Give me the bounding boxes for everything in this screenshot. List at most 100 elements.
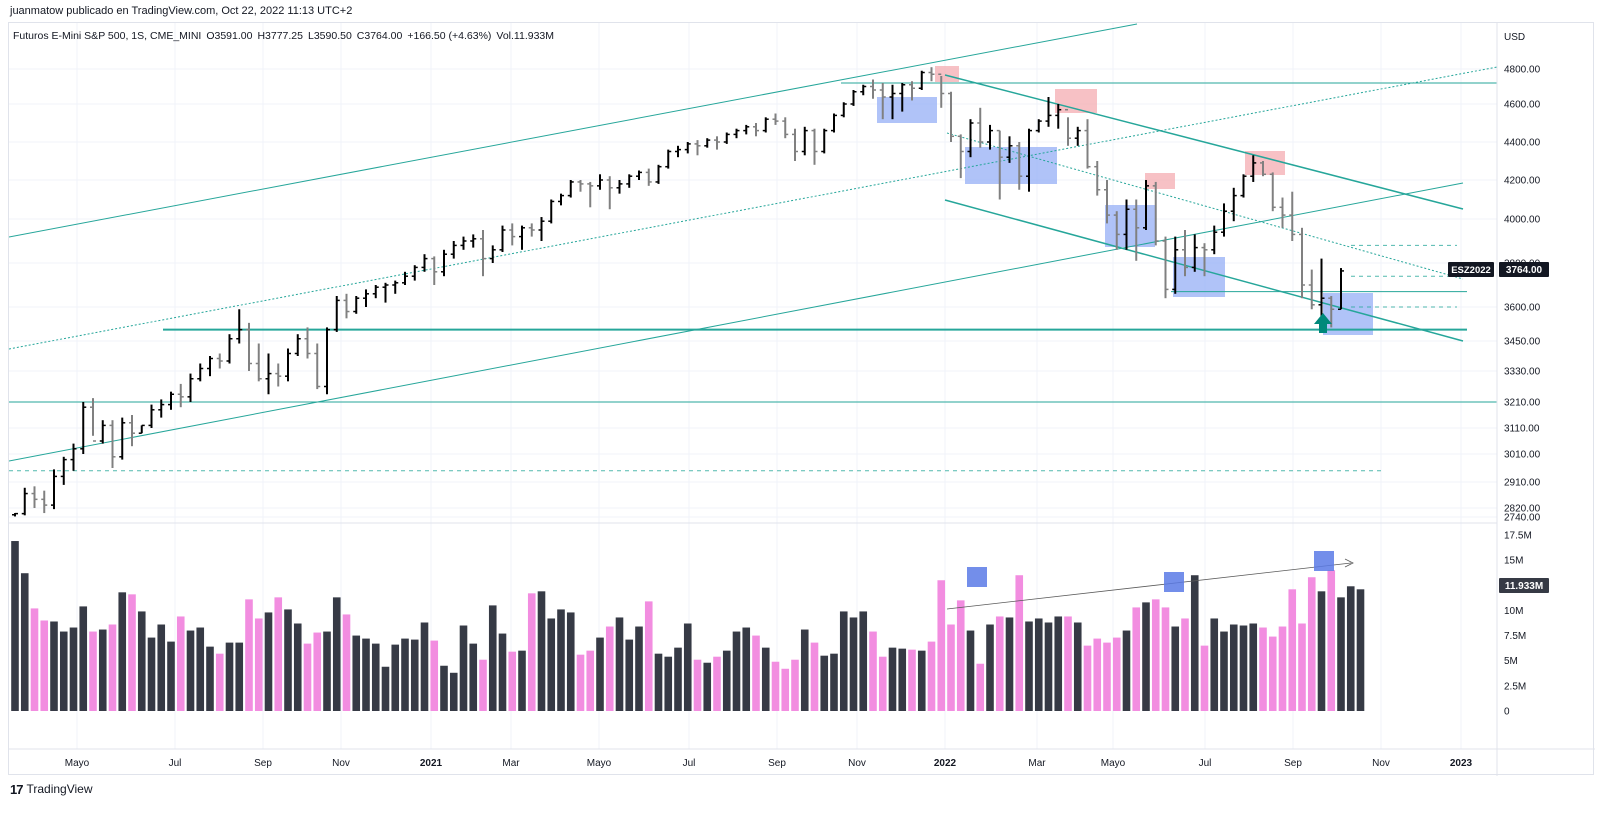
price-bar (207, 356, 213, 377)
volume-bar (625, 639, 634, 711)
price-bar (216, 353, 223, 369)
volume-tick-label: 5M (1504, 656, 1518, 667)
last-price-badge: 3764.00 (1499, 262, 1549, 277)
volume-bar (196, 627, 205, 711)
price-bar (987, 124, 993, 150)
volume-bar (449, 672, 458, 711)
volume-bar (342, 614, 351, 711)
last-volume-badge: 11.933M (1499, 578, 1549, 593)
volume-bar (1132, 607, 1141, 711)
footer: 17 TradingView (10, 781, 93, 797)
volume-bar (352, 635, 361, 711)
volume-bar (401, 638, 409, 711)
price-bar (314, 343, 321, 390)
price-bar (704, 138, 711, 148)
volume-bar (284, 609, 292, 711)
volume-bar (206, 646, 214, 711)
price-bar (1026, 128, 1032, 192)
price-bar (187, 373, 194, 402)
price-bar (967, 119, 974, 158)
volume-bar (1190, 575, 1199, 711)
price-tick-label: 4800.00 (1504, 65, 1541, 76)
price-bar (1260, 161, 1266, 177)
volume-bar (1278, 626, 1287, 711)
price-bar (1299, 227, 1305, 299)
price-bar (645, 168, 652, 186)
price-bar (363, 289, 369, 307)
price-axis[interactable]: 4800.004600.004400.004200.004000.003800.… (1504, 65, 1541, 524)
volume-bar (527, 593, 536, 711)
volume-bar (557, 609, 565, 711)
volume-bar (713, 656, 721, 711)
volume-bar (615, 617, 624, 711)
volume-bar (508, 651, 517, 711)
price-bar (899, 83, 906, 112)
price-bar (1104, 180, 1110, 224)
price-bar (1328, 296, 1335, 328)
volume-bar (479, 659, 487, 711)
volume-bar (1093, 638, 1102, 711)
price-bar (441, 249, 447, 277)
price-bar (460, 236, 467, 250)
volume-bar (518, 650, 526, 711)
volume-bar (791, 659, 799, 711)
volume-bar (40, 620, 49, 711)
volume-bar (1268, 636, 1277, 711)
volume-bar (917, 650, 926, 711)
last-price-text: 3764.00 (1506, 265, 1543, 276)
legend-symbol: Futuros E-Mini S&P 500 (13, 30, 126, 42)
published-line: juanmatow publicado en TradingView.com, … (10, 5, 353, 17)
volume-bar (674, 647, 682, 711)
legend-interval: 1S (131, 30, 144, 42)
volume-bar (1083, 645, 1092, 711)
volume-bar (176, 616, 185, 711)
volume-bar (937, 580, 946, 711)
volume-bar (576, 654, 585, 711)
price-bar (372, 285, 379, 299)
volume-bar (1025, 621, 1033, 711)
volume-bar (878, 656, 887, 711)
price-tick-label: 4000.00 (1504, 215, 1541, 226)
volume-bar (800, 629, 809, 711)
price-bar (567, 180, 574, 198)
currency-label: USD (1504, 32, 1525, 43)
volume-bar (1337, 597, 1345, 711)
price-bar (772, 113, 779, 125)
price-bar (996, 129, 1003, 200)
chart-frame[interactable]: Futuros E-Mini S&P 500, 1S, CME_MINI O359… (8, 22, 1595, 776)
volume-bar (908, 649, 916, 711)
volume-bar (869, 631, 877, 711)
price-tick-label: 3210.00 (1504, 398, 1541, 409)
volume-bar (1122, 630, 1131, 711)
volume-bar (157, 624, 166, 711)
price-bar (411, 265, 418, 281)
volume-bar (986, 624, 994, 711)
time-axis[interactable]: Mayo Jul Sep Nov 2021 Mar Mayo Jul Sep Nov 2022 Mar… (65, 758, 1473, 769)
price-bar (450, 241, 457, 259)
price-bar (665, 149, 672, 169)
price-bar (275, 363, 282, 387)
trend-line (9, 66, 1498, 350)
volume-bar (810, 642, 819, 711)
price-bar (421, 254, 428, 272)
volume-bar (79, 606, 88, 711)
price-bar (509, 223, 516, 246)
volume-bar (225, 642, 234, 711)
volume-bar (11, 541, 19, 711)
chart-canvas[interactable]: Futuros E-Mini S&P 500, 1S, CME_MINI O359… (9, 23, 1595, 776)
volume-bar (1346, 586, 1355, 711)
trend-lines (9, 23, 1498, 462)
volume-trend-arrowhead (1344, 558, 1354, 568)
price-bar (1123, 199, 1130, 250)
price-bar (743, 124, 750, 135)
volume-bar (50, 621, 58, 711)
volume-bar (693, 659, 702, 711)
volume-bar (391, 644, 400, 711)
volume-bar (703, 662, 712, 711)
time-tick-label: Sep (1284, 758, 1302, 769)
volume-bar (1229, 624, 1238, 711)
symbol-badge: ESZ2022 (1448, 262, 1494, 277)
price-bar (870, 79, 876, 99)
volume-bar (1307, 577, 1316, 711)
